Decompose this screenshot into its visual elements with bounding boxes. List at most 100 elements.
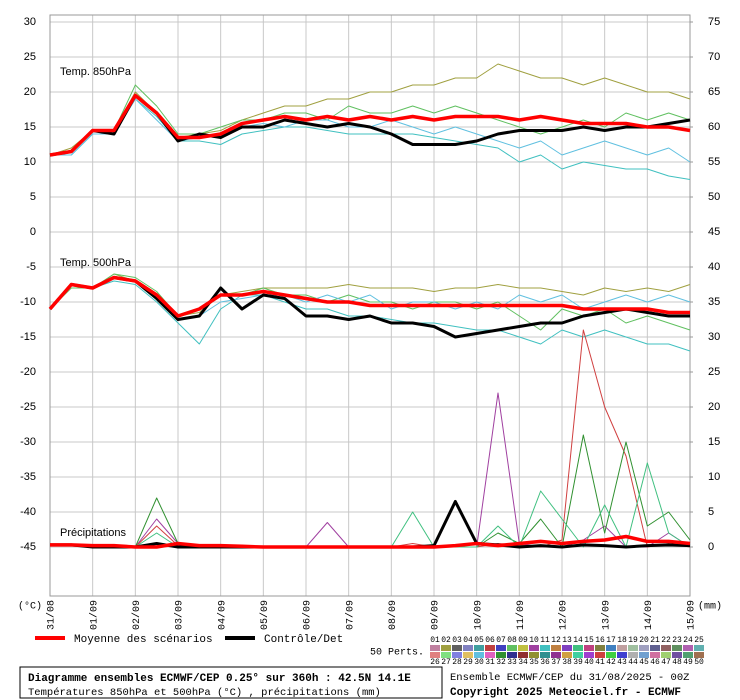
member-swatch — [617, 652, 627, 658]
member-label: 50 — [694, 658, 704, 667]
member-swatch — [595, 645, 605, 651]
member-label: 10 — [529, 636, 539, 645]
control-line — [48, 276, 690, 339]
x-tick-label: 12/09 — [558, 600, 570, 630]
member-label: 47 — [661, 658, 671, 667]
x-tick-label: 11/09 — [515, 600, 527, 630]
x-tick-label: 15/09 — [686, 600, 698, 630]
member-swatch — [628, 652, 638, 658]
member-swatch — [529, 652, 539, 658]
member-swatch — [650, 645, 660, 651]
member-swatch — [672, 645, 682, 651]
x-tick-label: 04/09 — [216, 600, 228, 630]
y-tick-label: -20 — [20, 366, 36, 378]
y2-unit: (mm) — [698, 601, 722, 613]
member-swatch — [584, 645, 594, 651]
member-swatch — [661, 652, 671, 658]
member-swatch — [617, 645, 627, 651]
member-swatch — [694, 652, 704, 658]
member-swatch — [474, 645, 484, 651]
member-label: 43 — [617, 658, 627, 667]
panel-label: Précipitations — [60, 527, 127, 539]
member-label: 38 — [562, 658, 572, 667]
member-swatch — [606, 645, 616, 651]
mean-line — [49, 93, 691, 157]
y-tick-label: -5 — [26, 261, 36, 273]
member-swatch — [529, 645, 539, 651]
member-swatch — [463, 652, 473, 658]
member-label: 06 — [485, 636, 495, 645]
member-label: 01 — [430, 636, 440, 645]
y2-tick-label: 30 — [708, 331, 720, 343]
mean-line — [50, 534, 691, 549]
run-label: Ensemble ECMWF/CEP du 31/08/2025 - 00Z — [450, 672, 689, 684]
legend-control-label: Contrôle/Det — [264, 634, 343, 646]
member-line — [49, 84, 691, 156]
member-label: 11 — [540, 636, 550, 645]
member-label: 18 — [617, 636, 627, 645]
member-label: 07 — [496, 636, 506, 645]
y-tick-label: 25 — [24, 51, 36, 63]
member-swatch — [496, 652, 506, 658]
y-tick-label: -30 — [20, 436, 36, 448]
y2-tick-label: 60 — [708, 121, 720, 133]
member-swatch — [452, 652, 462, 658]
y-tick-label: -35 — [20, 471, 36, 483]
panel-label: Temp. 850hPa — [60, 66, 132, 78]
panel-label: Temp. 500hPa — [60, 257, 132, 269]
member-label: 15 — [584, 636, 594, 645]
y-tick-label: -40 — [20, 506, 36, 518]
y-tick-label: 0 — [30, 226, 36, 238]
member-swatch — [540, 652, 550, 658]
member-swatch — [683, 652, 693, 658]
footer-title: Diagramme ensembles ECMWF/CEP 0.25° sur … — [28, 673, 411, 685]
member-label: 21 — [650, 636, 660, 645]
y2-tick-label: 25 — [708, 366, 720, 378]
mean-line — [48, 275, 690, 318]
member-label: 48 — [672, 658, 682, 667]
y-tick-label: -45 — [20, 541, 36, 553]
member-label: 49 — [683, 658, 693, 667]
x-tick-label: 03/09 — [174, 600, 186, 630]
legend-mean-label: Moyenne des scénarios — [74, 634, 213, 646]
y-unit: (°C) — [18, 601, 42, 613]
member-label: 34 — [518, 658, 528, 667]
member-label: 42 — [606, 658, 616, 667]
copyright: Copyright 2025 Meteociel.fr - ECMWF — [450, 687, 681, 699]
x-tick-label: 14/09 — [643, 600, 655, 630]
member-swatch — [683, 645, 693, 651]
member-swatch — [562, 652, 572, 658]
footer-subtitle: Températures 850hPa et 500hPa (°C) , pré… — [28, 687, 381, 699]
y-tick-label: -25 — [20, 401, 36, 413]
member-label: 44 — [628, 658, 638, 667]
member-label: 17 — [606, 636, 616, 645]
y2-tick-label: 70 — [708, 51, 720, 63]
member-swatch — [474, 652, 484, 658]
y2-tick-label: 5 — [708, 506, 714, 518]
member-label: 30 — [474, 658, 484, 667]
member-swatch — [452, 645, 462, 651]
member-label: 31 — [485, 658, 495, 667]
x-tick-label: 06/09 — [302, 600, 314, 630]
x-tick-label: 31/08 — [46, 600, 58, 630]
member-label: 41 — [595, 658, 605, 667]
member-swatch — [551, 645, 561, 651]
member-label: 26 — [430, 658, 440, 667]
member-swatch — [441, 652, 451, 658]
member-label: 40 — [584, 658, 594, 667]
member-swatch — [485, 645, 495, 651]
member-label: 45 — [639, 658, 649, 667]
member-label: 35 — [529, 658, 539, 667]
y-tick-label: 20 — [24, 86, 36, 98]
footer-box — [19, 666, 443, 699]
member-swatch — [639, 645, 649, 651]
member-label: 09 — [518, 636, 528, 645]
y-tick-label: 15 — [24, 121, 36, 133]
member-swatch — [639, 652, 649, 658]
x-tick-label: 07/09 — [344, 600, 356, 630]
x-tick-label: 13/09 — [600, 600, 612, 630]
member-swatch — [496, 645, 506, 651]
member-label: 25 — [694, 636, 704, 645]
member-label: 16 — [595, 636, 605, 645]
